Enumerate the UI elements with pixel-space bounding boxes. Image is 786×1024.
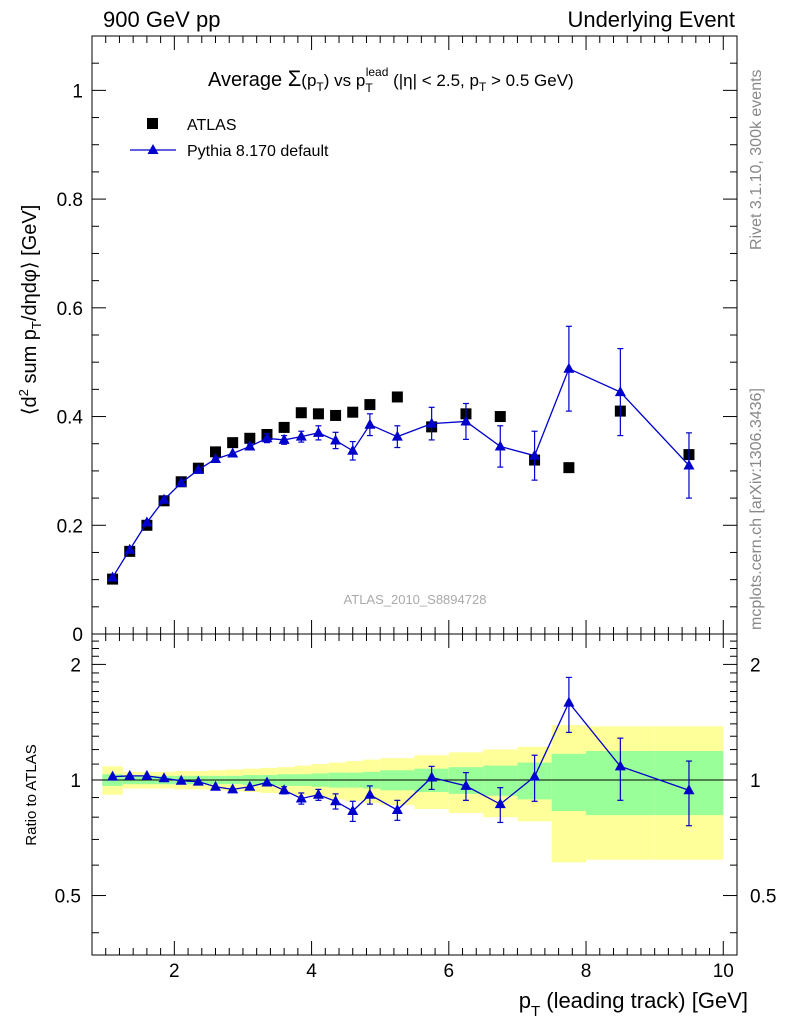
pythia-point xyxy=(460,415,472,426)
legend-pythia-marker xyxy=(147,144,159,154)
pythia-point xyxy=(192,463,204,474)
analysis-watermark: ATLAS_2010_S8894728 xyxy=(344,592,487,607)
legend: ATLAS Pythia 8.170 default xyxy=(130,117,329,160)
ratio-pythia-point xyxy=(124,769,136,780)
ratio-pythia-point xyxy=(364,788,376,799)
y-tick-label: 0.4 xyxy=(57,408,84,429)
ratio-inner-band xyxy=(551,753,587,812)
y-tick-label: 0.2 xyxy=(57,516,83,537)
atlas-point xyxy=(278,421,290,433)
ratio-y-tick-label-right: 1 xyxy=(750,771,761,792)
pythia-point xyxy=(391,430,403,441)
atlas-point xyxy=(227,437,239,449)
ratio-pythia-point xyxy=(426,771,438,782)
atlas-point xyxy=(295,407,307,419)
ratio-pythia-point xyxy=(158,772,170,783)
mcplots-label: mcplots.cern.ch [arXiv:1306.3436] xyxy=(748,388,765,630)
x-tick-label: 8 xyxy=(581,961,592,982)
ratio-y-tick-label: 2 xyxy=(70,655,81,676)
ratio-pythia-point xyxy=(614,760,626,771)
atlas-point xyxy=(347,406,359,418)
ratio-y-tick-label: 0.5 xyxy=(55,887,81,908)
ratio-y-tick-label-right: 0.5 xyxy=(750,887,776,908)
x-tick-label: 2 xyxy=(169,961,180,982)
pythia-point xyxy=(261,432,273,443)
ratio-pythia-point xyxy=(210,780,222,791)
pythia-point xyxy=(347,444,359,455)
ratio-pythia-point xyxy=(391,804,403,815)
atlas-point xyxy=(391,391,403,403)
pythia-point xyxy=(244,440,256,451)
ratio-pythia-point xyxy=(494,798,506,809)
header-right: Underlying Event xyxy=(567,7,735,32)
pythia-point xyxy=(563,362,575,373)
ratio-pythia-point xyxy=(312,788,324,799)
ratio-pythia-point xyxy=(227,783,239,794)
pythia-point xyxy=(529,449,541,460)
legend-atlas-label: ATLAS xyxy=(187,117,237,134)
ratio-y-tick-label: 1 xyxy=(70,771,81,792)
ratio-panel: 0.5 0.5 1 1 2 2 2 4 6 8 10 Ratio to ATLAS pT (lead… xyxy=(23,633,776,1020)
y-tick-label: 0 xyxy=(72,625,83,646)
main-title: Average Σ(pT) vs pTlead (|η| < 2.5, pT >… xyxy=(208,65,574,95)
ratio-pythia-point xyxy=(460,779,472,790)
main-ylabel: ⟨d2 sum pT/dηdφ⟩ [GeV] xyxy=(16,205,44,416)
atlas-point xyxy=(563,462,575,474)
pythia-point xyxy=(175,476,187,487)
pythia-point xyxy=(614,386,626,397)
pythia-point xyxy=(426,417,438,428)
ratio-pythia-point xyxy=(347,805,359,816)
atlas-point xyxy=(330,409,342,421)
ratio-pythia-point xyxy=(330,795,342,806)
ratio-pythia-point xyxy=(278,784,290,795)
ratio-xlabel: pT (leading track) [GeV] xyxy=(519,988,748,1020)
pythia-point xyxy=(494,440,506,451)
pythia-point xyxy=(295,430,307,441)
atlas-point xyxy=(312,408,324,420)
ratio-pythia-point xyxy=(244,780,256,791)
pythia-point xyxy=(312,426,324,437)
pythia-point xyxy=(107,571,119,582)
y-tick-label: 0.8 xyxy=(57,190,83,211)
pythia-point xyxy=(330,434,342,445)
pythia-point xyxy=(141,516,153,527)
ratio-pythia-point xyxy=(107,770,119,781)
ratio-y-tick-label-right: 2 xyxy=(750,655,761,676)
pythia-point xyxy=(278,433,290,444)
legend-pythia-label: Pythia 8.170 default xyxy=(187,143,329,160)
pythia-point xyxy=(683,459,695,470)
pythia-point xyxy=(158,493,170,504)
main-panel: 0 0.2 0.4 0.6 0.8 1 Average Σ(pT) vs pTlead (… xyxy=(16,35,738,646)
ratio-pythia-point xyxy=(683,784,695,795)
y-tick-label: 0.6 xyxy=(57,299,83,320)
x-tick-label: 6 xyxy=(444,961,455,982)
pythia-point xyxy=(210,452,222,463)
ratio-ylabel: Ratio to ATLAS xyxy=(23,744,40,845)
atlas-point xyxy=(494,411,506,423)
x-tick-label: 10 xyxy=(713,961,734,982)
ratio-pythia-point xyxy=(141,769,153,780)
x-tick-label: 4 xyxy=(306,961,317,982)
atlas-point xyxy=(210,446,222,458)
ratio-pythia-point xyxy=(529,770,541,781)
atlas-point xyxy=(244,432,256,444)
ratio-frame xyxy=(91,633,738,956)
legend-atlas-marker xyxy=(147,118,158,129)
atlas-point xyxy=(364,399,376,411)
ratio-pythia-point xyxy=(175,774,187,785)
pythia-point xyxy=(227,447,239,458)
ratio-pythia-point xyxy=(295,792,307,803)
ratio-pythia-point xyxy=(563,696,575,707)
header-left: 900 GeV pp xyxy=(103,7,220,32)
ratio-pythia-point xyxy=(261,776,273,787)
ratio-pythia-point xyxy=(192,775,204,786)
y-tick-label: 1 xyxy=(72,81,83,102)
pythia-point xyxy=(124,543,136,554)
rivet-label: Rivet 3.1.10, 300k events xyxy=(748,69,765,250)
pythia-point xyxy=(364,418,376,429)
